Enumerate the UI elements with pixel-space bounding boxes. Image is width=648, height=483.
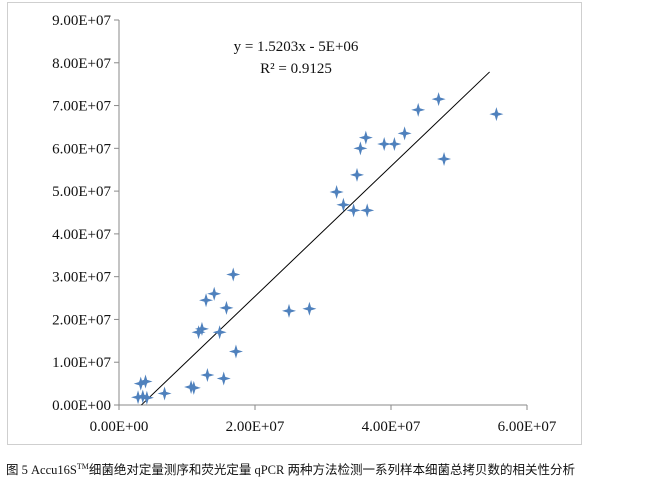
data-point — [358, 130, 373, 145]
x-tick-label: 6.00E+07 — [498, 419, 557, 435]
data-point — [139, 390, 154, 405]
caption-superscript: TM — [76, 461, 89, 471]
data-point — [133, 376, 148, 391]
trendline-equation: y = 1.5203x - 5E+06 — [234, 39, 359, 55]
data-point — [397, 126, 412, 141]
data-point — [346, 203, 361, 218]
data-point — [353, 141, 368, 156]
data-point — [131, 390, 146, 405]
annotation: y = 1.5203x - 5E+06 R² = 0.9125 — [234, 39, 359, 77]
trendline — [141, 71, 490, 406]
data-point — [411, 102, 426, 117]
data-point — [200, 368, 215, 383]
y-tick-label: 4.00E+07 — [52, 227, 111, 243]
data-point — [387, 137, 402, 152]
data-point — [207, 286, 222, 301]
data-point — [191, 325, 206, 340]
data-point — [336, 197, 351, 212]
data-point — [329, 184, 344, 199]
data-point — [186, 380, 201, 395]
y-tick-label: 5.00E+07 — [52, 184, 111, 200]
figure-caption: 图 5 Accu16STM细菌绝对定量测序和荧光定量 qPCR 两种方法检测一系… — [6, 459, 646, 478]
caption-prefix: 图 5 Accu16S — [6, 463, 77, 477]
x-tick-label: 0.00E+00 — [90, 419, 149, 435]
data-point — [135, 389, 150, 404]
data-point — [199, 293, 214, 308]
tick-labels: 0.00E+00 1.00E+07 2.00E+07 3.00E+07 4.00E+07… — [52, 13, 557, 435]
y-tick-label: 3.00E+07 — [52, 270, 111, 286]
y-tick-label: 1.00E+07 — [52, 355, 111, 371]
data-point — [228, 344, 243, 359]
data-point — [360, 203, 375, 218]
data-point — [212, 325, 227, 340]
data-point — [219, 300, 234, 315]
data-point — [138, 374, 153, 389]
x-tick-label: 4.00E+07 — [362, 419, 421, 435]
y-tick-label: 2.00E+07 — [52, 312, 111, 328]
data-point — [350, 167, 364, 182]
data-point — [437, 152, 452, 167]
y-tick-label: 7.00E+07 — [52, 99, 111, 115]
data-point — [194, 321, 209, 336]
y-tick-label: 8.00E+07 — [52, 56, 111, 72]
y-tick-label: 9.00E+07 — [52, 13, 111, 29]
y-tick-label: 0.00E+00 — [52, 398, 111, 414]
data-points — [131, 92, 504, 405]
data-point — [489, 107, 504, 122]
data-point — [282, 303, 296, 318]
data-point — [431, 92, 446, 107]
data-point — [226, 267, 241, 282]
x-tick-label: 2.00E+07 — [226, 419, 285, 435]
axes — [114, 19, 528, 410]
caption-text: 细菌绝对定量测序和荧光定量 qPCR 两种方法检测一系列样本细菌总拷贝数的相关性… — [88, 463, 575, 477]
y-tick-label: 6.00E+07 — [52, 141, 111, 157]
trendline-layer — [141, 71, 490, 406]
data-point — [157, 386, 172, 401]
data-point — [377, 137, 392, 152]
r-squared-label: R² = 0.9125 — [260, 61, 332, 77]
data-point — [216, 371, 231, 386]
data-point — [302, 301, 317, 316]
